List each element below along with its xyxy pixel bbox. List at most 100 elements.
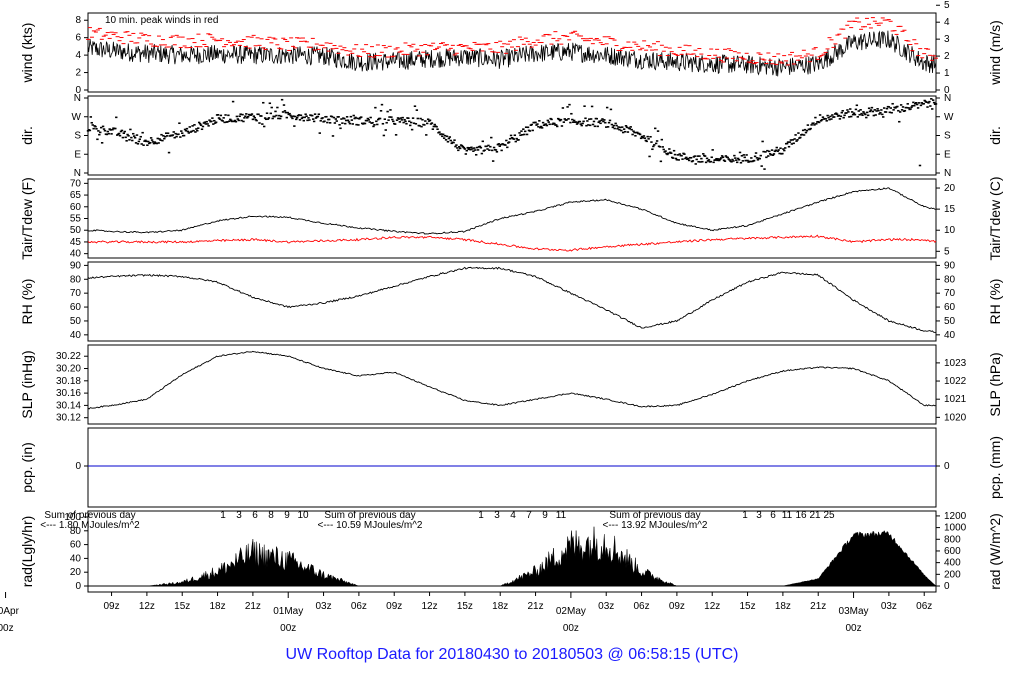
direction-point [818, 114, 822, 116]
direction-point [557, 118, 561, 121]
direction-point [421, 118, 424, 121]
direction-point [382, 134, 386, 137]
right-tick-label-rad: 200 [944, 569, 961, 580]
direction-point [192, 129, 195, 132]
direction-point [213, 119, 216, 122]
direction-point [136, 142, 140, 145]
direction-point [115, 116, 118, 119]
direction-point [889, 107, 892, 109]
direction-point [147, 140, 150, 143]
direction-point [197, 127, 200, 129]
direction-point [229, 118, 232, 121]
direction-point [779, 147, 782, 150]
direction-point [181, 132, 184, 134]
direction-point [270, 106, 273, 109]
direction-point [412, 122, 416, 125]
time-tick-label: 06z [351, 601, 367, 612]
direction-point [789, 139, 793, 141]
direction-point [641, 136, 645, 139]
direction-point [390, 116, 393, 118]
uv-index-label: 25 [823, 510, 835, 521]
direction-point [608, 119, 612, 122]
left-tick-label-wind: 8 [75, 15, 81, 26]
direction-points [86, 98, 938, 170]
left-tick-label-wind: 6 [75, 33, 81, 44]
direction-point [472, 150, 475, 152]
direction-point [438, 131, 441, 133]
direction-point [767, 155, 770, 157]
direction-point [873, 109, 876, 111]
direction-point [737, 158, 741, 161]
direction-point [385, 121, 388, 124]
direction-point [825, 120, 828, 122]
direction-point [814, 116, 817, 119]
uv-index-label: 21 [809, 510, 821, 521]
direction-point [755, 157, 759, 159]
direction-point [377, 118, 380, 121]
wind-peak-note: 10 min. peak winds in red [105, 15, 218, 26]
direction-point [569, 121, 572, 124]
direction-point [674, 157, 678, 160]
panel-frame-rad [87, 510, 937, 593]
direction-point [706, 160, 710, 162]
direction-point [153, 141, 157, 143]
direction-point [284, 111, 288, 114]
direction-point [106, 130, 109, 133]
direction-point [820, 118, 824, 121]
direction-point [95, 128, 98, 130]
direction-point [103, 129, 107, 132]
time-tick-label: 09z [103, 601, 119, 612]
uv-index-label: 4 [510, 510, 516, 521]
direction-point [765, 156, 768, 159]
direction-point [654, 127, 657, 130]
direction-point [785, 142, 789, 145]
direction-point [86, 130, 90, 132]
direction-point [731, 158, 734, 161]
direction-point [704, 161, 708, 164]
direction-point [681, 158, 684, 160]
left-tick-label-dir: E [74, 149, 81, 160]
direction-point [717, 158, 720, 160]
direction-point [415, 109, 419, 111]
right-tick-label-temp: 15 [944, 204, 956, 215]
direction-point [781, 152, 784, 155]
direction-point [356, 117, 359, 120]
air-temperature-line [87, 187, 937, 235]
direction-point [384, 129, 387, 131]
direction-point [162, 135, 165, 137]
direction-point [536, 123, 539, 125]
direction-point [464, 153, 468, 155]
direction-point [301, 116, 305, 119]
direction-point [705, 157, 709, 160]
direction-point [354, 116, 357, 119]
radiation-sum-label: Sum of previous day [609, 510, 700, 521]
direction-point [882, 107, 886, 109]
direction-point [505, 139, 508, 142]
direction-point [442, 133, 445, 136]
direction-point [187, 132, 191, 134]
day-sublabel: 00z [845, 623, 861, 634]
direction-point [843, 114, 846, 117]
direction-point [525, 133, 529, 136]
direction-point [419, 117, 422, 120]
direction-point [670, 152, 673, 154]
direction-point [178, 122, 181, 125]
right-tick-label-rh: 50 [944, 316, 956, 327]
right-tick-label-rh: 70 [944, 288, 956, 299]
direction-point [927, 102, 930, 104]
radiation-sum-label: Sum of previous day [44, 510, 135, 521]
direction-point [179, 136, 182, 138]
direction-point [129, 128, 132, 131]
direction-point [88, 129, 92, 132]
direction-point [520, 130, 523, 132]
direction-point [792, 142, 795, 145]
left-tick-label-temp: 55 [70, 214, 82, 225]
direction-point [819, 119, 823, 122]
direction-point [380, 103, 384, 106]
direction-point [925, 101, 928, 103]
direction-point [913, 104, 916, 107]
direction-point [196, 129, 199, 132]
direction-point [323, 120, 326, 123]
direction-point [930, 98, 933, 100]
